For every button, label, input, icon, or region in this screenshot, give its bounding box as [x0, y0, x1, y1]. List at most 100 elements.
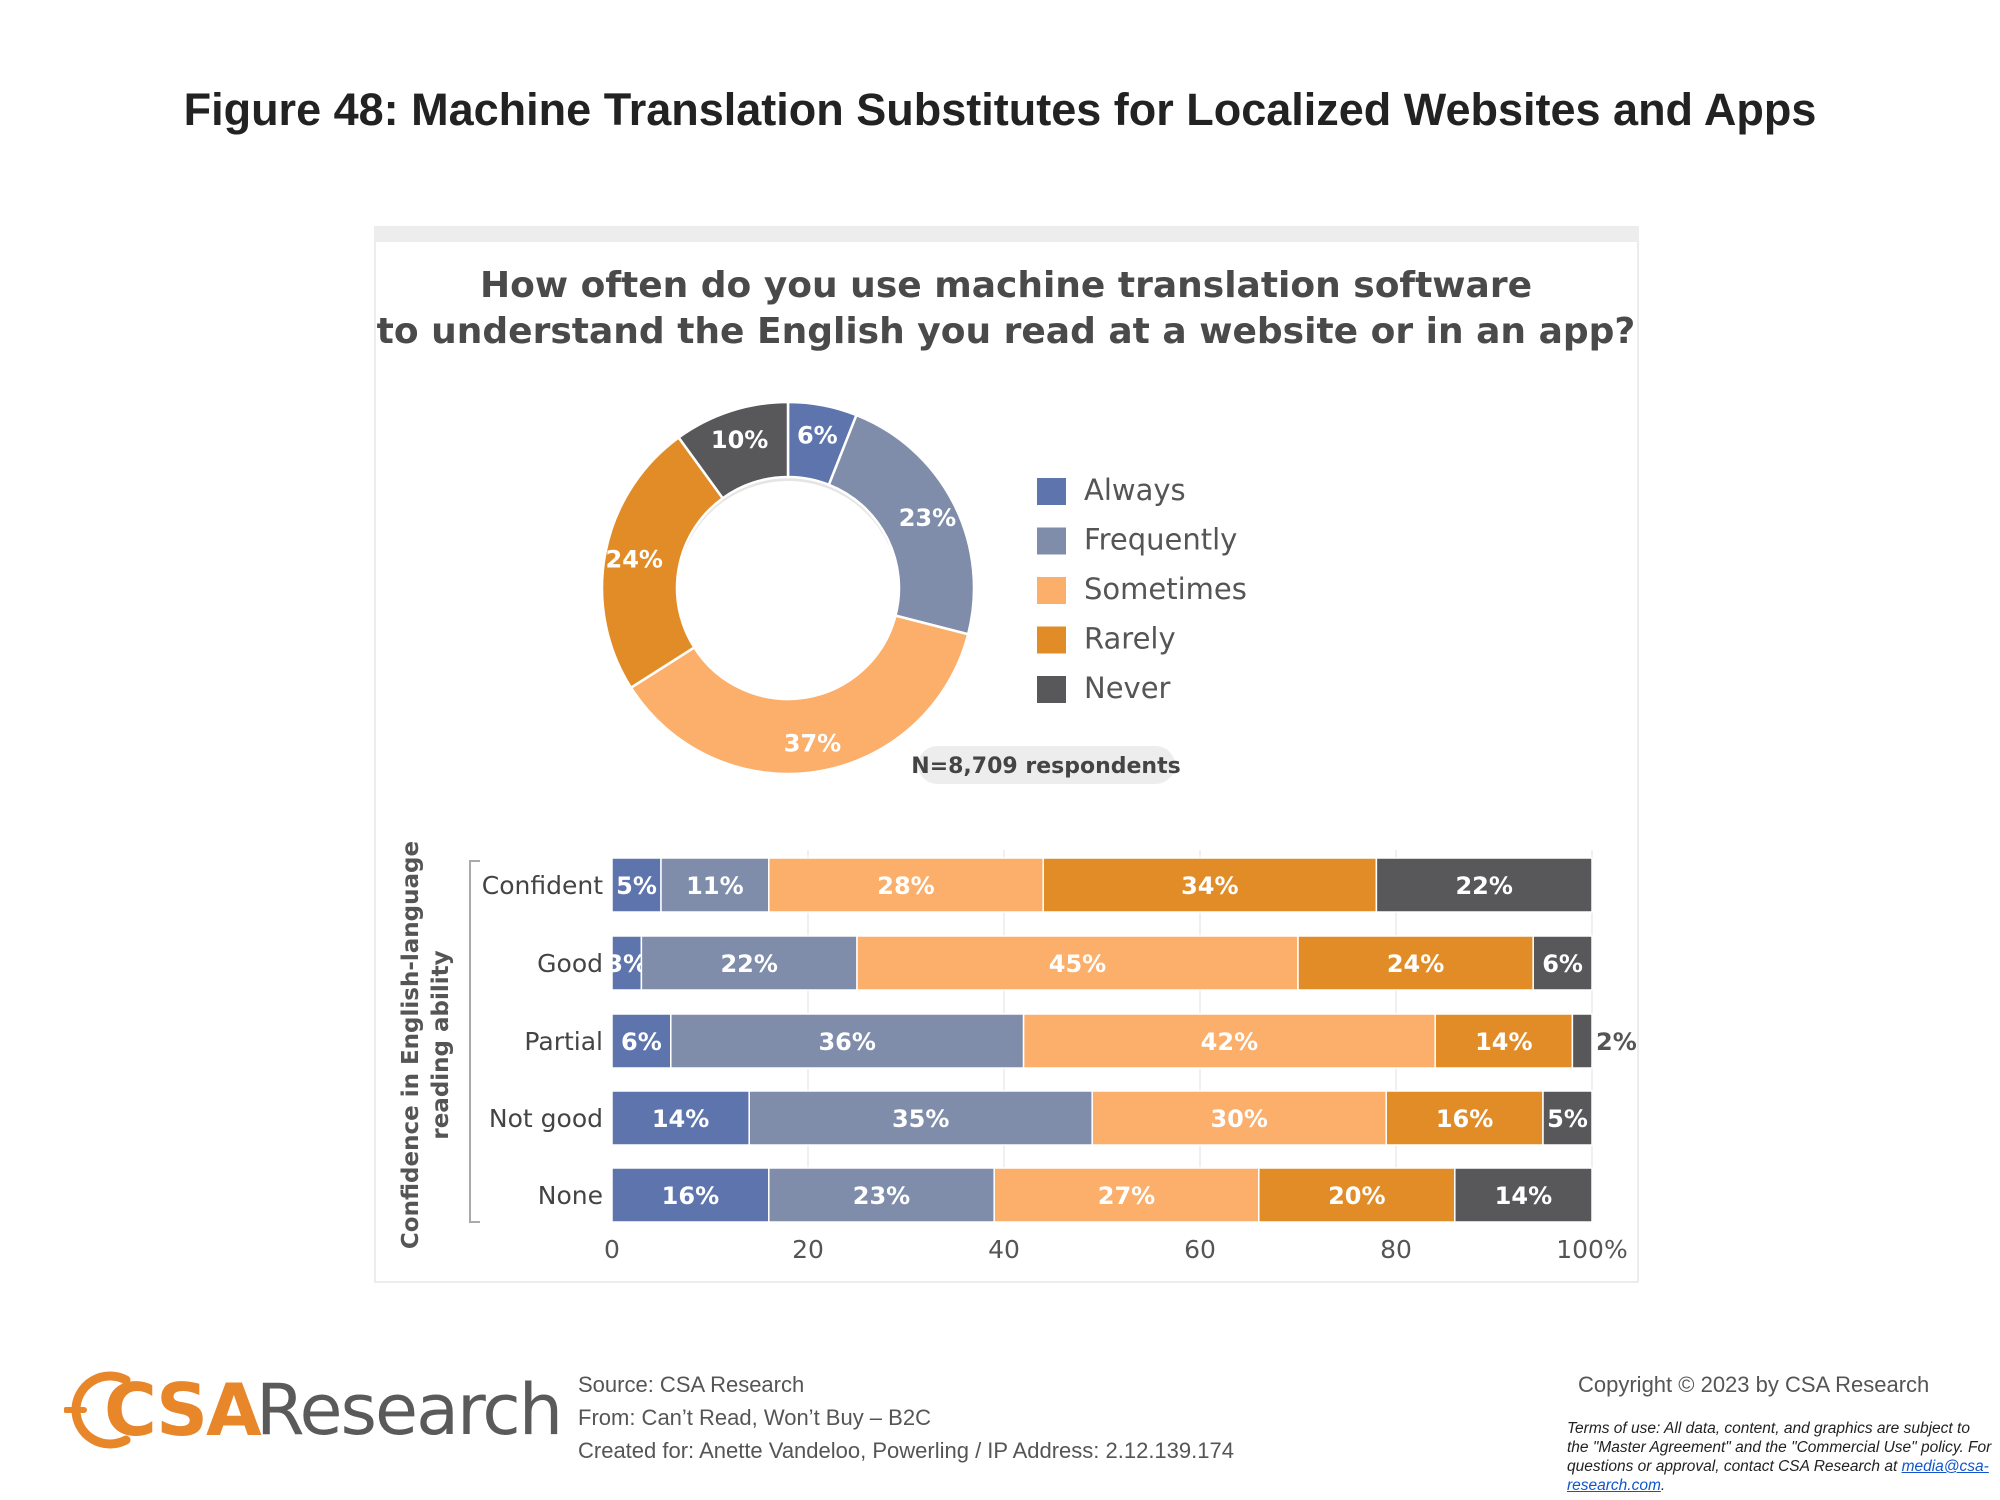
category-label-confident: Confident — [482, 871, 603, 900]
y-axis-label: Confidence in English-language reading ab… — [398, 841, 454, 1249]
respondents-annotation: N=8,709 respondents — [911, 746, 1181, 784]
bar-segment-confident-never — [1375, 857, 1593, 913]
bar-label-confident-always: 5% — [616, 872, 657, 900]
bar-segment-not-good-rarely — [1385, 1090, 1544, 1146]
figure-title: Figure 48: Machine Translation Substitut… — [183, 84, 1817, 135]
from-line: From: Can’t Read, Won’t Buy – B2C — [578, 1405, 931, 1430]
respondents-label: N=8,709 respondents — [911, 754, 1180, 779]
bar-segment-not-good-never — [1542, 1090, 1593, 1146]
bar-segment-good-always — [611, 935, 643, 991]
bar-label-good-sometimes: 45% — [1049, 950, 1106, 978]
x-tick-label: 100% — [1556, 1235, 1627, 1264]
donut-title-line-2: to understand the English you read at a … — [377, 311, 1636, 352]
x-tick-label: 40 — [988, 1235, 1020, 1264]
bar-label-confident-sometimes: 28% — [877, 872, 934, 900]
donut-chart: 6% 23% 37% 24% 10% — [600, 400, 976, 776]
bar-label-partial-frequently: 36% — [818, 1028, 875, 1056]
bar-label-good-never: 6% — [1542, 950, 1583, 978]
legend: Always Frequently Sometimes Rarely Never — [1037, 473, 1247, 705]
terms-text: Terms of use: All data, content, and gra… — [1567, 1420, 1992, 1475]
bar-segment-confident-always — [611, 857, 662, 913]
bar-label-not-good-always: 14% — [652, 1105, 709, 1133]
bar-segment-good-sometimes — [856, 935, 1299, 991]
terms-of-use: Terms of use: All data, content, and gra… — [1567, 1419, 1992, 1495]
terms-end: . — [1660, 1477, 1666, 1494]
legend-label-never: Never — [1084, 671, 1171, 705]
bar-label-confident-frequently: 11% — [686, 872, 743, 900]
category-label-not-good: Not good — [489, 1104, 603, 1133]
bar-segment-none-never — [1454, 1167, 1593, 1223]
logo-arc-icon — [64, 1371, 131, 1449]
legend-label-always: Always — [1084, 473, 1186, 507]
bar-segment-partial-never — [1571, 1013, 1593, 1069]
bar-label-partial-always: 6% — [621, 1028, 662, 1056]
bar-label-confident-rarely: 34% — [1181, 872, 1238, 900]
y-axis-label-line-2: reading ability — [428, 950, 454, 1139]
x-tick-label: 0 — [604, 1235, 620, 1264]
bar-label-none-sometimes: 27% — [1098, 1182, 1155, 1210]
bar-segment-good-never — [1532, 935, 1593, 991]
bar-label-partial-never: 2% — [1596, 1028, 1637, 1056]
bar-segment-confident-sometimes — [768, 857, 1044, 913]
bar-label-good-always: 3% — [606, 950, 647, 978]
stacked-bar-chart: Confidence in English-language reading ab… — [398, 841, 1637, 1264]
donut-slice-rarely — [600, 435, 725, 690]
donut-title-line-1: How often do you use machine translation… — [480, 265, 1532, 306]
bar-label-none-never: 14% — [1495, 1182, 1552, 1210]
bar-label-not-good-rarely: 16% — [1436, 1105, 1493, 1133]
x-tick-label: 80 — [1380, 1235, 1412, 1264]
legend-swatch-frequently — [1037, 527, 1066, 555]
bar-label-confident-never: 22% — [1455, 872, 1512, 900]
donut-slice-never — [676, 400, 790, 500]
donut-slice-sometimes — [629, 614, 970, 776]
bar-segment-good-frequently — [640, 935, 858, 991]
bar-label-none-frequently: 23% — [853, 1182, 910, 1210]
donut-slice-frequently — [827, 413, 976, 636]
source-line: Source: CSA Research — [578, 1372, 805, 1397]
copyright-line: Copyright © 2023 by CSA Research — [1578, 1372, 1930, 1397]
bar-segment-confident-rarely — [1042, 857, 1378, 913]
donut-label-always: 6% — [797, 421, 838, 449]
bar-segment-partial-sometimes — [1022, 1013, 1436, 1069]
bar-segment-none-sometimes — [993, 1167, 1260, 1223]
category-bracket — [469, 860, 480, 1223]
bar-label-not-good-frequently: 35% — [892, 1105, 949, 1133]
logo-csa-text: CSA — [104, 1368, 262, 1452]
bar-label-good-frequently: 22% — [720, 950, 777, 978]
bar-segment-confident-frequently — [660, 857, 770, 913]
chart-panel-top-strip — [375, 227, 1638, 242]
bar-label-none-always: 16% — [662, 1182, 719, 1210]
bar-label-good-rarely: 24% — [1387, 950, 1444, 978]
legend-swatch-sometimes — [1037, 577, 1066, 604]
donut-label-frequently: 23% — [899, 504, 956, 532]
legend-swatch-never — [1037, 676, 1066, 703]
legend-swatch-always — [1037, 478, 1066, 505]
bar-label-not-good-sometimes: 30% — [1210, 1105, 1267, 1133]
logo-research-text: Research — [256, 1369, 563, 1451]
legend-label-sometimes: Sometimes — [1084, 572, 1247, 606]
x-tick-label: 20 — [792, 1235, 824, 1264]
bar-segment-partial-frequently — [670, 1013, 1025, 1069]
donut-label-sometimes: 37% — [784, 730, 841, 758]
legend-label-frequently: Frequently — [1084, 523, 1237, 557]
bar-label-partial-sometimes: 42% — [1201, 1028, 1258, 1056]
bar-segment-not-good-sometimes — [1091, 1090, 1387, 1146]
created-for-line: Created for: Anette Vandeloo, Powerling … — [578, 1438, 1234, 1463]
bar-label-none-rarely: 20% — [1328, 1182, 1385, 1210]
legend-label-rarely: Rarely — [1084, 622, 1176, 656]
category-label-good: Good — [537, 949, 603, 978]
bar-label-partial-rarely: 14% — [1475, 1028, 1532, 1056]
y-axis-label-line-1: Confidence in English-language — [398, 841, 424, 1249]
bar-segment-good-rarely — [1297, 935, 1534, 991]
legend-swatch-rarely — [1037, 626, 1066, 654]
terms-email-link[interactable]: media@csa-research.com — [1567, 1458, 1989, 1494]
donut-label-never: 10% — [711, 426, 768, 454]
bar-segment-not-good-frequently — [748, 1090, 1093, 1146]
category-label-none: None — [538, 1181, 603, 1210]
bar-segment-not-good-always — [611, 1090, 750, 1146]
bar-label-not-good-never: 5% — [1547, 1105, 1588, 1133]
x-tick-label: 60 — [1184, 1235, 1216, 1264]
category-label-partial: Partial — [524, 1027, 603, 1056]
donut-label-rarely: 24% — [606, 546, 663, 574]
